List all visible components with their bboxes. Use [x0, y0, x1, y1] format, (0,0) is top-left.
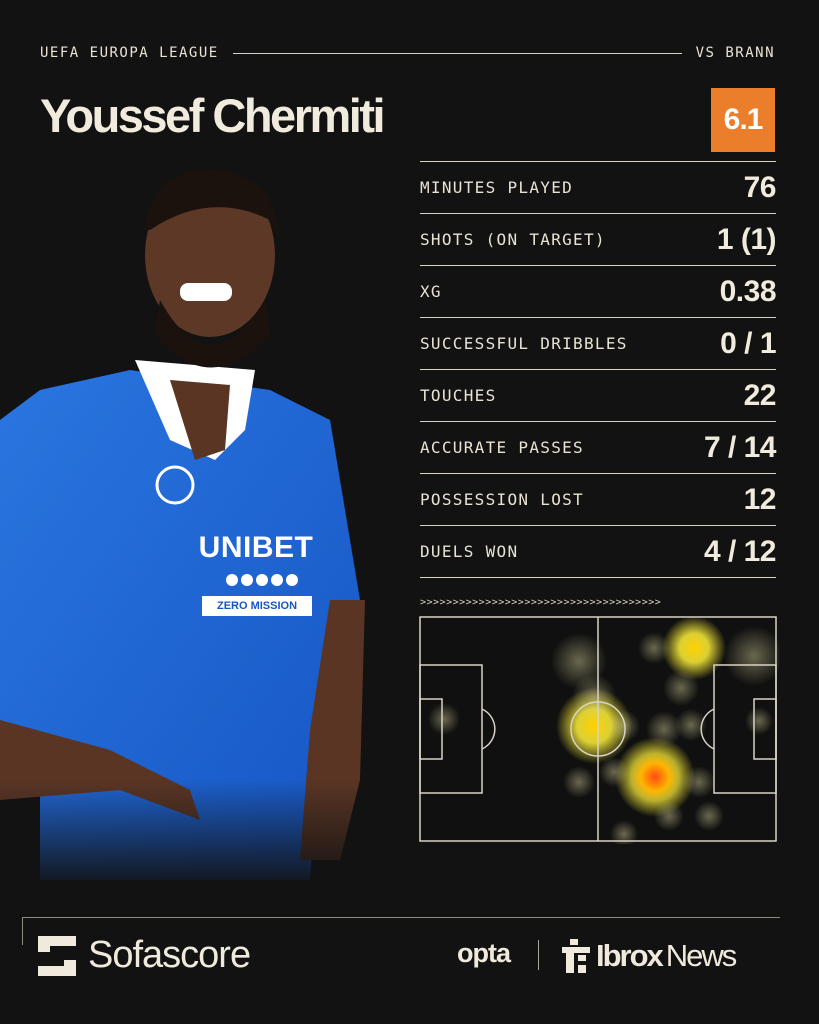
- stat-row: SUCCESSFUL DRIBBLES 0 / 1: [420, 318, 776, 370]
- stat-row: MINUTES PLAYED 76: [420, 162, 777, 214]
- stat-label: SUCCESSFUL DRIBBLES: [420, 334, 628, 353]
- club-crest-icon: [155, 465, 195, 505]
- stat-label: SHOTS (ON TARGET): [420, 230, 606, 249]
- stat-value: 0 / 1: [720, 326, 776, 360]
- stat-label: DUELS WON: [420, 542, 519, 561]
- heatmap-spot: [662, 616, 726, 680]
- heatmap-spot: [638, 632, 670, 664]
- heatmap-spot: [694, 801, 724, 831]
- heatmap-spot: [572, 674, 616, 718]
- sofascore-logo: Sofascore: [38, 934, 251, 977]
- stat-value: 1 (1): [716, 222, 777, 256]
- stat-label: MINUTES PLAYED: [420, 178, 574, 197]
- stat-value: 4 / 12: [703, 534, 777, 568]
- heatmap-spot: [745, 707, 773, 735]
- stat-row: ACCURATE PASSES 7 / 14: [420, 422, 777, 474]
- header-divider: [232, 52, 682, 54]
- stat-row: SHOTS (ON TARGET) 1 (1): [420, 214, 777, 266]
- stat-row: POSSESSION LOST 12: [420, 474, 777, 526]
- stat-label: TOUCHES: [420, 386, 497, 405]
- heatmap-spot: [599, 757, 629, 787]
- competition-label: UEFA EUROPA LEAGUE: [40, 45, 219, 61]
- footer-divider: [22, 917, 780, 918]
- stat-label: XG: [420, 282, 442, 301]
- heatmap-spot: [563, 766, 595, 798]
- sofascore-wordmark: Sofascore: [88, 934, 251, 976]
- heatmap-spot: [675, 709, 707, 741]
- heatmap-spot: [654, 801, 684, 831]
- stat-value: 76: [743, 170, 777, 204]
- heatmap-spot: [663, 670, 699, 706]
- shirt-sponsor: UNIBET: [198, 531, 314, 564]
- heatmap-spot: [615, 737, 695, 817]
- stat-row: DUELS WON 4 / 12: [420, 526, 777, 578]
- logo-separator: [538, 940, 539, 970]
- opta-logo: opta: [457, 938, 511, 968]
- ibroxnews-logo: Ibrox News: [562, 938, 738, 974]
- stat-label: ACCURATE PASSES: [420, 438, 584, 457]
- heatmap-spot: [683, 766, 715, 798]
- sleeve-text: ZERO MISSION: [202, 596, 312, 616]
- player-name: Youssef Chermiti: [40, 89, 386, 142]
- heatmap-spot: [608, 710, 640, 742]
- ibrox-wordmark: Ibrox: [596, 938, 664, 973]
- stats-table: MINUTES PLAYED 76 SHOTS (ON TARGET) 1 (1) XG…: [420, 161, 777, 578]
- heatmap-pitch: [419, 616, 779, 844]
- rating-badge: 6.1: [711, 88, 775, 152]
- attack-direction-arrows: >>>>>>>>>>>>>>>>>>>>>>>>>>>>>>>>>>>>>: [420, 597, 662, 608]
- sofascore-icon: [38, 935, 76, 976]
- ibroxnews-icon: [562, 939, 590, 973]
- stat-value: 7 / 14: [703, 430, 777, 464]
- stat-value: 22: [743, 378, 777, 412]
- footer-divider-vertical: [22, 917, 23, 945]
- news-wordmark: News: [665, 938, 738, 973]
- heatmap-spot: [610, 820, 638, 844]
- heatmap-spot: [428, 703, 460, 735]
- stat-value: 12: [743, 482, 777, 516]
- stat-row: XG 0.38: [420, 266, 777, 318]
- heatmap-spot: [646, 711, 682, 747]
- player-photo: [0, 170, 380, 890]
- heatmap-spot: [724, 626, 779, 686]
- stat-value: 0.38: [719, 274, 777, 308]
- stat-row: TOUCHES 22: [420, 370, 777, 422]
- stat-label: POSSESSION LOST: [420, 490, 584, 509]
- header-bar: UEFA EUROPA LEAGUE VS BRANN: [40, 44, 775, 62]
- opponent-label: VS BRANN: [695, 45, 775, 61]
